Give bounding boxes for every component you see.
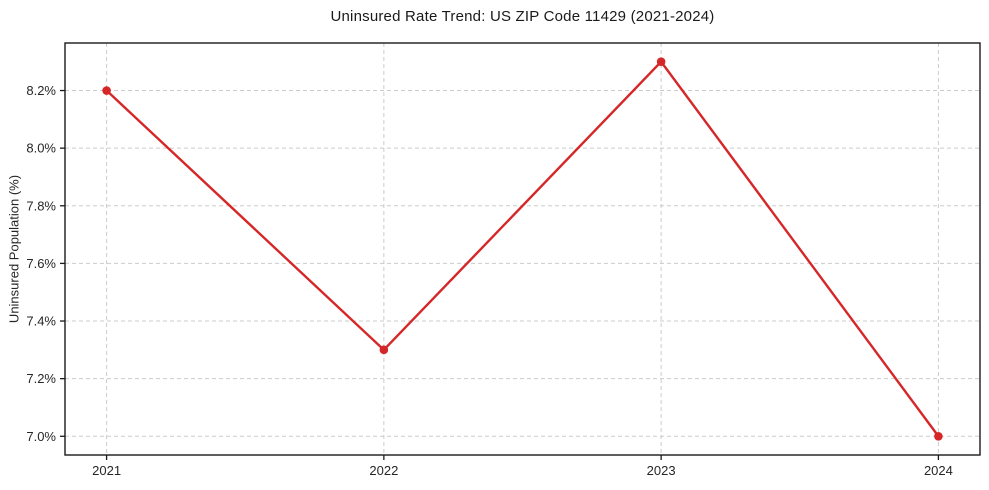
- x-tick-label: 2021: [92, 463, 121, 478]
- data-point: [656, 57, 666, 67]
- x-tick-label: 2024: [924, 463, 953, 478]
- y-tick-label: 7.4%: [26, 314, 56, 329]
- plot-border: [64, 42, 981, 456]
- x-tick-label: 2022: [369, 463, 398, 478]
- data-point: [379, 345, 389, 355]
- data-point: [934, 431, 943, 441]
- y-tick-label: 7.0%: [26, 429, 56, 444]
- y-tick-label: 7.8%: [26, 198, 56, 213]
- trend-line: [105, 60, 940, 438]
- x-tick-label: 2023: [647, 463, 676, 478]
- chart-title: Uninsured Rate Trend: US ZIP Code 11429 …: [330, 8, 715, 25]
- y-tick-label: 8.2%: [26, 83, 56, 98]
- y-tick-label: 7.2%: [26, 371, 56, 386]
- y-tick-label: 8.0%: [26, 141, 56, 156]
- data-point: [102, 86, 111, 95]
- y-tick-label: 7.6%: [26, 256, 56, 271]
